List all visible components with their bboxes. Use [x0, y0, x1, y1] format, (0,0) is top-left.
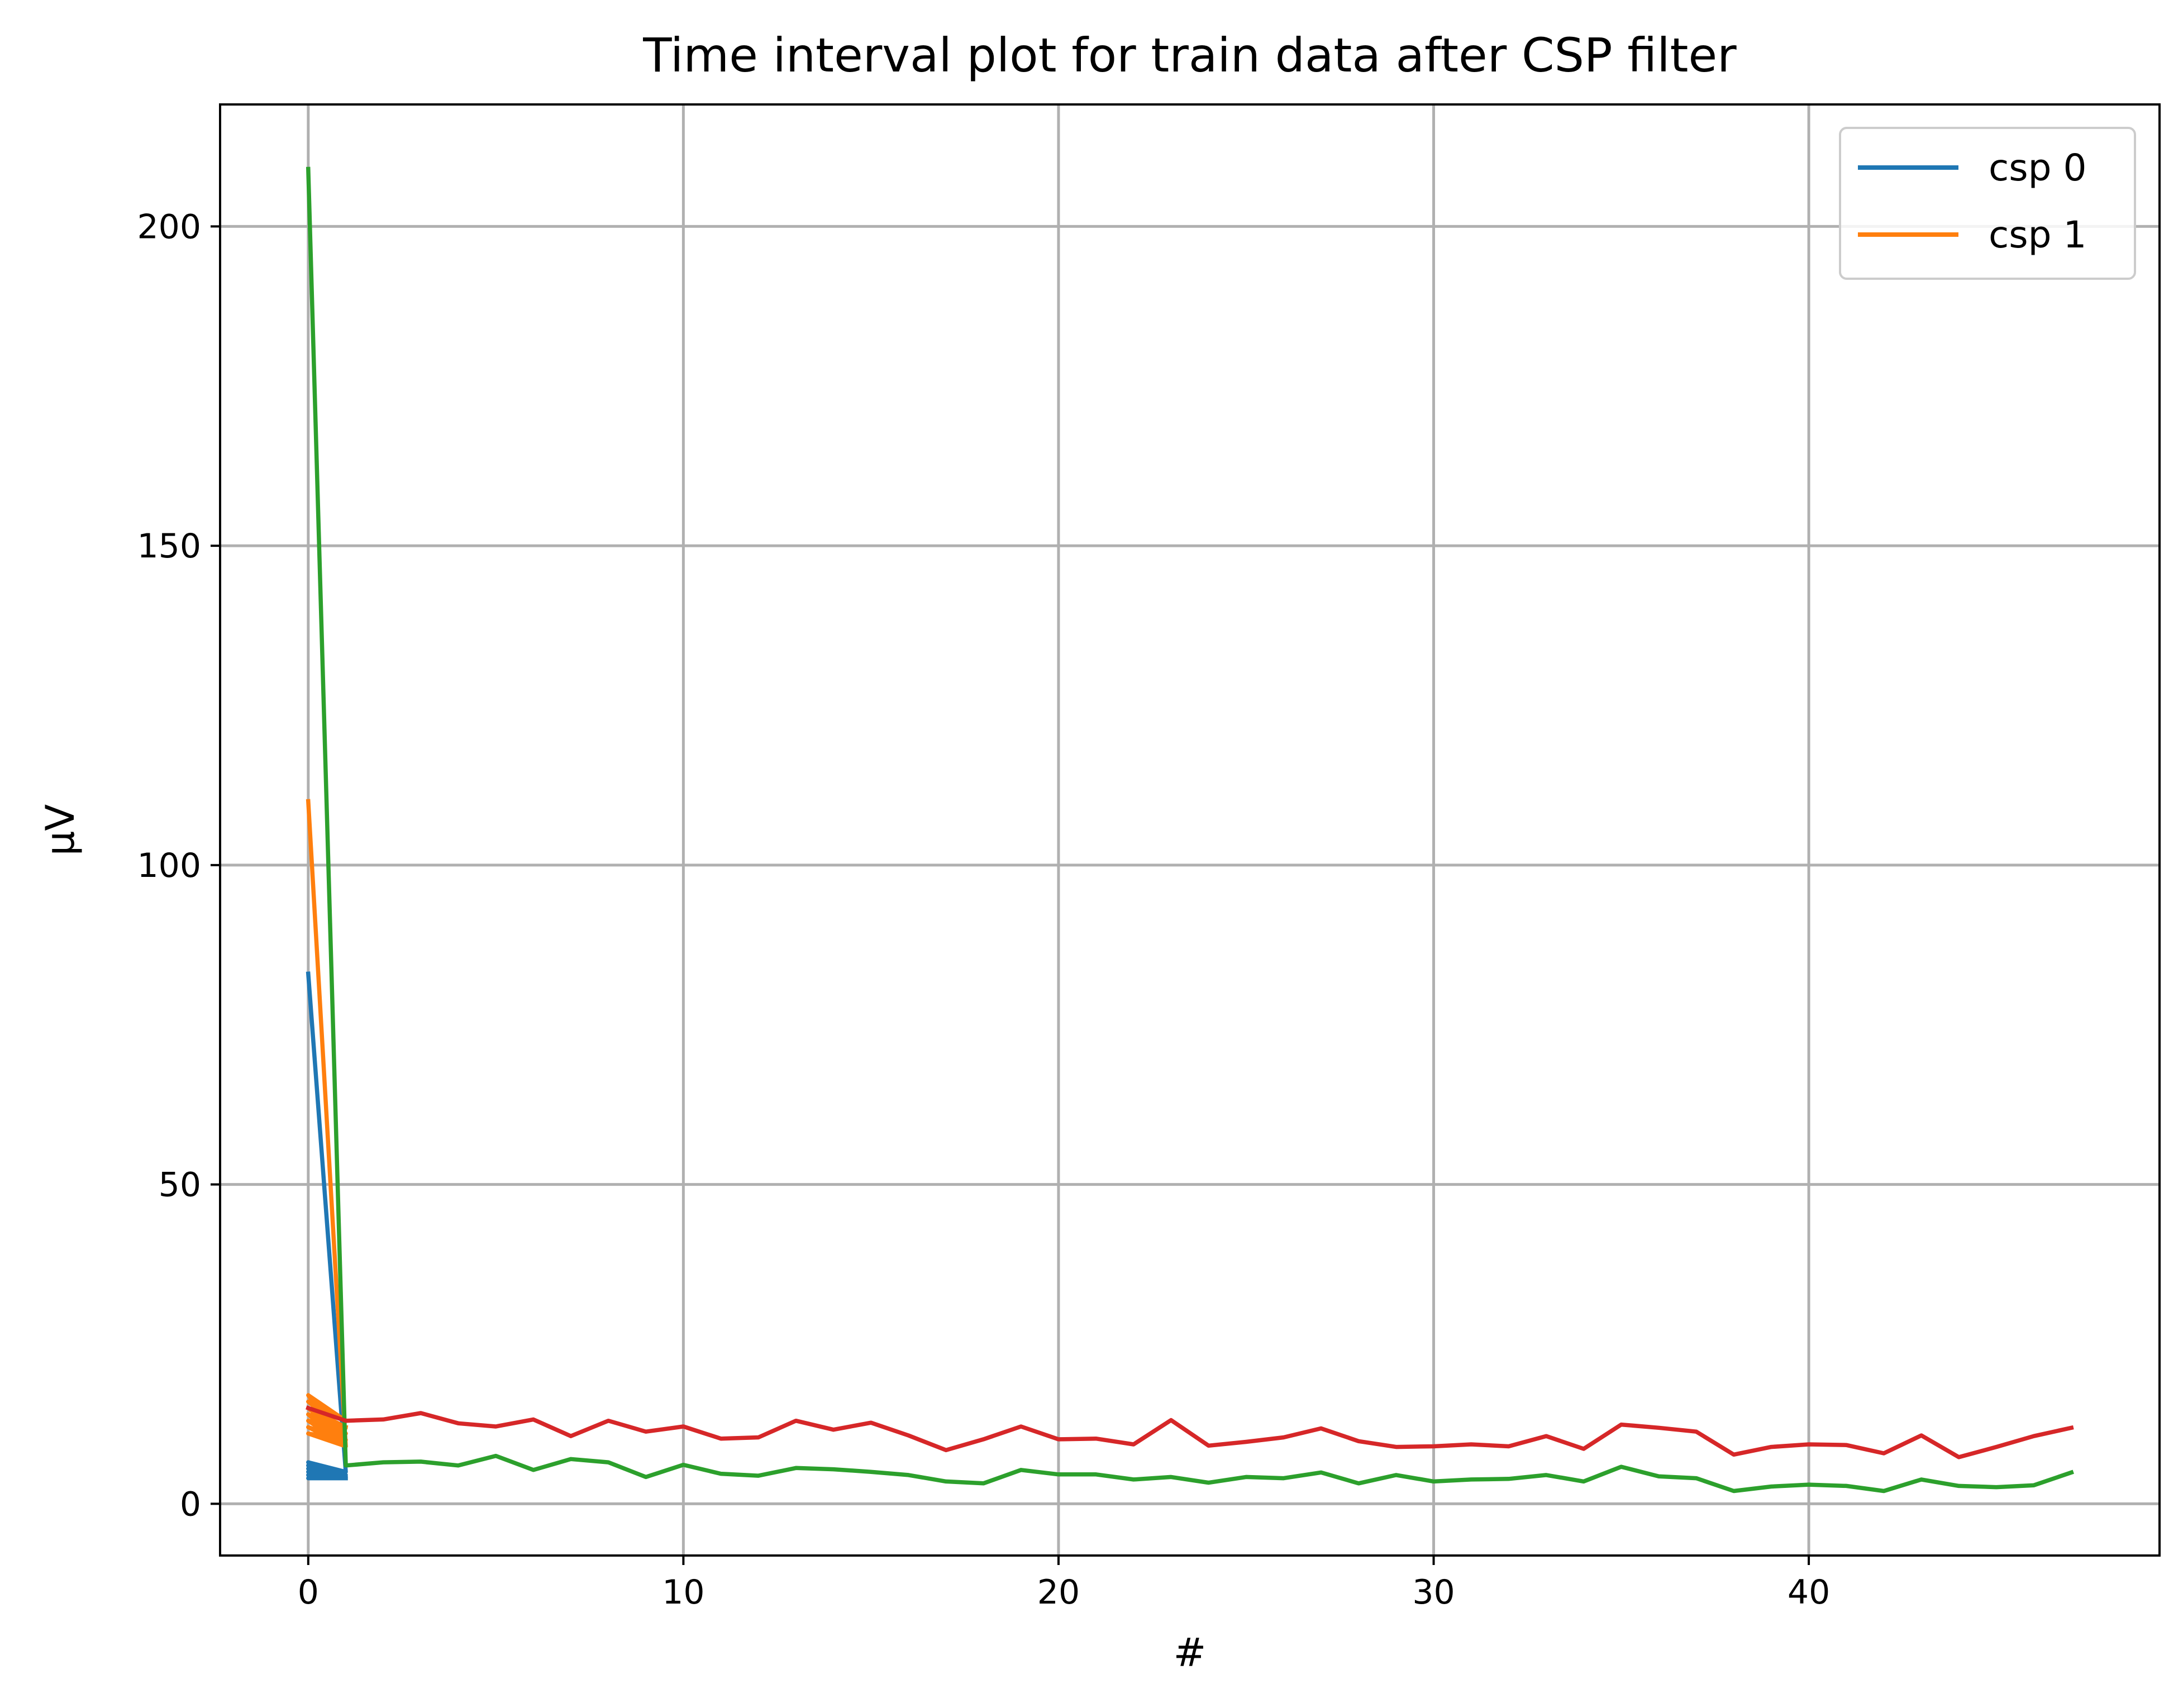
x-axis-label: #: [1174, 1630, 1207, 1676]
y-axis-label: μV: [37, 804, 83, 856]
x-tick-label: 20: [1037, 1573, 1080, 1612]
y-tick-label: 150: [137, 527, 201, 566]
legend: csp 0 csp 1: [1839, 127, 2136, 280]
x-tick-label: 40: [1788, 1573, 1830, 1612]
x-tick-label: 30: [1412, 1573, 1455, 1612]
series-line-unlabeled-3: [306, 1405, 2074, 1459]
series-group: [306, 166, 2074, 1494]
series-line-csp-1: [306, 799, 349, 1449]
y-tick-label: 200: [137, 207, 201, 246]
ticks: 0 10 20 30 40 0 50 100 150 200: [137, 207, 1830, 1612]
chart-title: Time interval plot for train data after …: [642, 28, 1737, 83]
y-tick-label: 50: [159, 1166, 201, 1205]
legend-label-csp-0: csp 0: [1989, 146, 2087, 189]
x-tick-label: 0: [298, 1573, 319, 1612]
legend-label-csp-1: csp 1: [1989, 213, 2087, 256]
y-tick-label: 0: [180, 1485, 201, 1524]
x-tick-label: 10: [662, 1573, 704, 1612]
series-line-unlabeled-2: [306, 166, 2074, 1494]
y-tick-label: 100: [137, 846, 201, 885]
plot-area-frame: [219, 103, 2161, 1557]
series-line-csp-0: [306, 971, 348, 1481]
grid: [220, 104, 2160, 1556]
legend-box: [1839, 127, 2136, 280]
